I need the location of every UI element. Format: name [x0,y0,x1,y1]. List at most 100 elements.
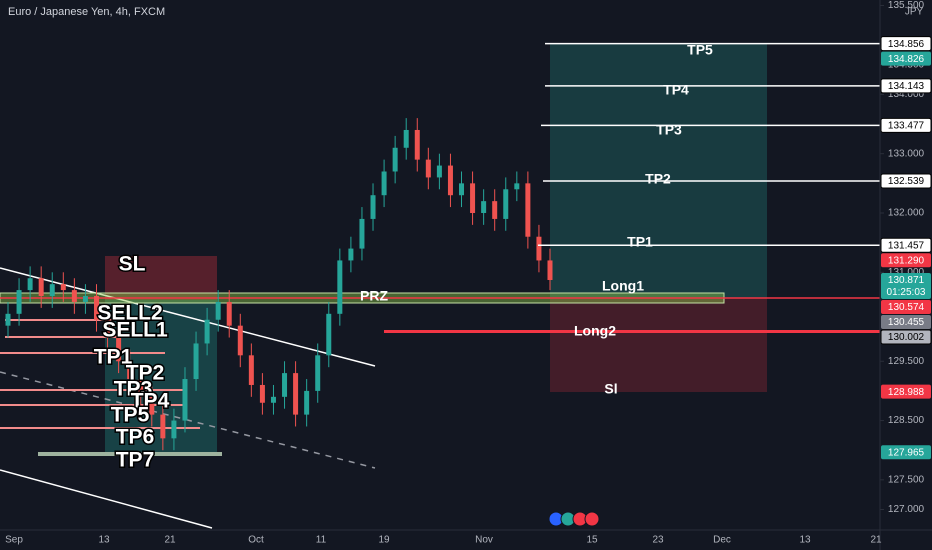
right-label: Long1 [602,278,644,294]
price-tag [881,253,931,268]
price-tag-label: 134.143 [888,81,925,92]
candle-body [215,301,221,320]
candle-body [248,355,254,385]
trend-line-dashed [0,371,376,469]
y-tick-label: 128.500 [888,415,925,426]
candle-body [226,301,232,326]
candle-body [459,183,465,196]
chart-title: Euro / Japanese Yen, 4h, FXCM [8,6,165,18]
candle-body [49,284,55,297]
left-label: SL [119,253,146,276]
candle-body [5,313,11,326]
candle-body [105,319,111,338]
price-tag-label: 131.457 [888,240,925,251]
candle-body [171,420,177,439]
price-tag [881,51,931,66]
x-tick-label: 19 [378,535,390,546]
candle-body [138,379,144,397]
candle-body [525,183,531,237]
left-label: TP4 [131,390,170,413]
y-tick-label: 133.000 [888,148,925,159]
right-label: TP4 [663,82,689,98]
candle-body [414,129,420,160]
left-label: TP6 [116,426,155,449]
x-tick-label: 21 [870,535,882,546]
x-tick-label: 13 [98,535,110,546]
price-tag [880,237,932,253]
trend-line [0,469,213,529]
candle-body [182,379,188,421]
candle-body [282,373,288,397]
candle-body [16,290,22,314]
candle-body [93,296,99,320]
candle-body [470,183,476,213]
event-icon[interactable] [584,511,600,527]
right-label: Long2 [574,323,616,339]
candle-body [503,189,509,219]
left-label: TP3 [114,378,153,401]
right-label: TP5 [687,42,713,58]
candle-body [60,284,66,291]
price-tag [880,117,932,133]
y-tick-label: 131.000 [888,267,925,278]
annotations: SLSELL2SELL1TP1TP2TP3TP4TP5TP6TP7TP5TP4T… [92,42,880,473]
price-tag [880,329,932,345]
price-tag [881,314,931,329]
price-tag-label: 130.574 [888,302,925,313]
candle-body [315,355,321,391]
price-tag-label: 130.455 [888,317,925,328]
candle-body [38,278,44,297]
x-tick-label: 21 [164,535,176,546]
candle-body [514,183,520,190]
x-tick-label: 15 [586,535,598,546]
price-tag-label: 131.290 [888,255,925,266]
candle-body [27,278,33,291]
candle-body [337,260,343,314]
y-tick-label: 127.500 [888,474,925,485]
price-tag [880,78,932,94]
x-tick-label: Dec [713,535,731,546]
candle-body [481,201,487,213]
candle-body [359,218,365,249]
candle-body [392,147,398,172]
price-tag-label: 132.539 [888,176,925,187]
candle-body [381,171,387,196]
candle-body [127,361,133,380]
right-label: PRZ [360,288,388,304]
candle-body [149,396,155,415]
candle-body [71,290,77,302]
y-tick-label: 129.500 [888,356,925,367]
candle-body [326,313,332,356]
price-axis: 135.500134.500134.000133.000132.000131.0… [880,0,932,515]
price-tag-label: 127.965 [888,447,925,458]
right-label: Sl [604,381,617,397]
event-icons [548,511,600,527]
tp7-line [38,452,222,456]
right-label: TP2 [645,171,671,187]
candle-body [304,390,310,415]
right-label: TP3 [656,122,682,138]
candles [5,118,553,451]
left-label: SELL1 [102,319,168,342]
candle-body [116,337,122,362]
price-tag [881,384,931,399]
x-tick-label: 11 [316,535,327,546]
x-tick-label: Nov [475,535,493,546]
left-label: TP5 [111,404,150,427]
candle-body [237,325,243,356]
price-tag [881,445,931,460]
price-tag [880,36,932,52]
x-tick-label: Sep [5,535,23,546]
candle-body [425,159,431,178]
price-tag [880,173,932,189]
price-tag-label: 134.826 [888,54,925,65]
price-tag-label: 128.988 [888,387,925,398]
y-tick-label: 134.000 [888,89,925,100]
candle-body [270,396,276,403]
y-tick-label: 127.000 [888,504,925,515]
left-label: TP7 [116,449,155,472]
candle-body [447,165,453,196]
candle-body [293,373,299,415]
